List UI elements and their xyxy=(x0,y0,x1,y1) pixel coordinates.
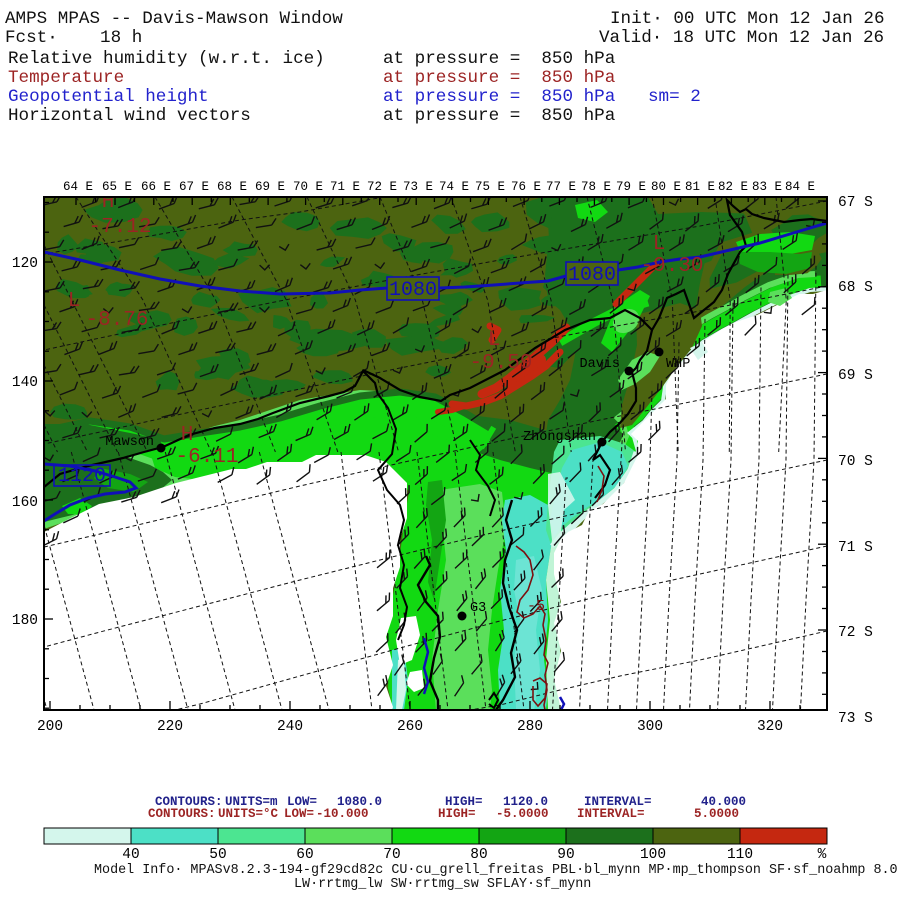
svg-text:84 E: 84 E xyxy=(785,180,815,194)
svg-text:70 S: 70 S xyxy=(838,454,873,470)
svg-text:WHP: WHP xyxy=(666,357,690,372)
svg-text:66 E: 66 E xyxy=(141,180,171,194)
svg-text:120: 120 xyxy=(12,256,38,272)
svg-text:68 E: 68 E xyxy=(217,180,247,194)
svg-text:67 E: 67 E xyxy=(179,180,209,194)
svg-text:50: 50 xyxy=(209,847,226,863)
svg-text:77 E: 77 E xyxy=(546,180,576,194)
svg-text:140: 140 xyxy=(12,375,38,391)
svg-text:G3: G3 xyxy=(470,601,486,616)
svg-text:-9.30: -9.30 xyxy=(640,255,703,278)
svg-text:260: 260 xyxy=(397,719,423,735)
svg-text:71 S: 71 S xyxy=(838,540,873,556)
svg-text:73 E: 73 E xyxy=(403,180,433,194)
svg-text:200: 200 xyxy=(37,719,63,735)
svg-text:71 E: 71 E xyxy=(330,180,360,194)
svg-text:73 S: 73 S xyxy=(838,711,873,727)
svg-text:80: 80 xyxy=(470,847,487,863)
svg-text:-8.76: -8.76 xyxy=(85,309,148,332)
svg-text:H: H xyxy=(181,424,194,447)
svg-text:82 E: 82 E xyxy=(718,180,748,194)
svg-text:1080: 1080 xyxy=(389,279,437,302)
svg-text:1120: 1120 xyxy=(58,465,106,488)
svg-text:81 E: 81 E xyxy=(685,180,715,194)
svg-text:H: H xyxy=(102,191,115,214)
svg-text:64 E: 64 E xyxy=(63,180,93,194)
svg-text:L: L xyxy=(653,233,666,256)
svg-text:-7.12: -7.12 xyxy=(88,216,151,239)
svg-text:220: 220 xyxy=(157,719,183,735)
svg-text:90: 90 xyxy=(557,847,574,863)
svg-text:Davis: Davis xyxy=(579,357,620,372)
svg-text:Mawson: Mawson xyxy=(105,435,154,450)
svg-text:70 E: 70 E xyxy=(293,180,323,194)
svg-text:67 S: 67 S xyxy=(838,195,873,211)
svg-text:78 E: 78 E xyxy=(581,180,611,194)
svg-text:240: 240 xyxy=(277,719,303,735)
svg-text:L: L xyxy=(68,290,81,313)
svg-text:180: 180 xyxy=(12,613,38,629)
svg-text:60: 60 xyxy=(296,847,313,863)
svg-text:72 S: 72 S xyxy=(838,625,873,641)
svg-text:65 E: 65 E xyxy=(102,180,132,194)
svg-text:-6.11: -6.11 xyxy=(175,446,238,469)
svg-text:74 E: 74 E xyxy=(439,180,469,194)
svg-text:320: 320 xyxy=(757,719,783,735)
svg-text:80 E: 80 E xyxy=(651,180,681,194)
svg-text:83 E: 83 E xyxy=(752,180,782,194)
svg-text:100: 100 xyxy=(640,847,666,863)
svg-text:300: 300 xyxy=(637,719,663,735)
svg-text:280: 280 xyxy=(517,719,543,735)
svg-text:76 E: 76 E xyxy=(511,180,541,194)
svg-text:69 E: 69 E xyxy=(255,180,285,194)
svg-text:1080: 1080 xyxy=(568,264,616,287)
svg-text:72 E: 72 E xyxy=(367,180,397,194)
svg-text:75 E: 75 E xyxy=(475,180,505,194)
svg-text:L: L xyxy=(488,329,501,352)
svg-text:40: 40 xyxy=(122,847,139,863)
svg-text:Zhongshan: Zhongshan xyxy=(523,430,596,445)
svg-text:-5: -5 xyxy=(527,598,545,615)
svg-text:160: 160 xyxy=(12,495,38,511)
svg-text:110: 110 xyxy=(727,847,753,863)
svg-text:68 S: 68 S xyxy=(838,280,873,296)
svg-text:-9.59: -9.59 xyxy=(469,352,532,375)
svg-text:%: % xyxy=(818,847,827,863)
svg-text:70: 70 xyxy=(383,847,400,863)
svg-text:69 S: 69 S xyxy=(838,368,873,384)
svg-text:79 E: 79 E xyxy=(616,180,646,194)
